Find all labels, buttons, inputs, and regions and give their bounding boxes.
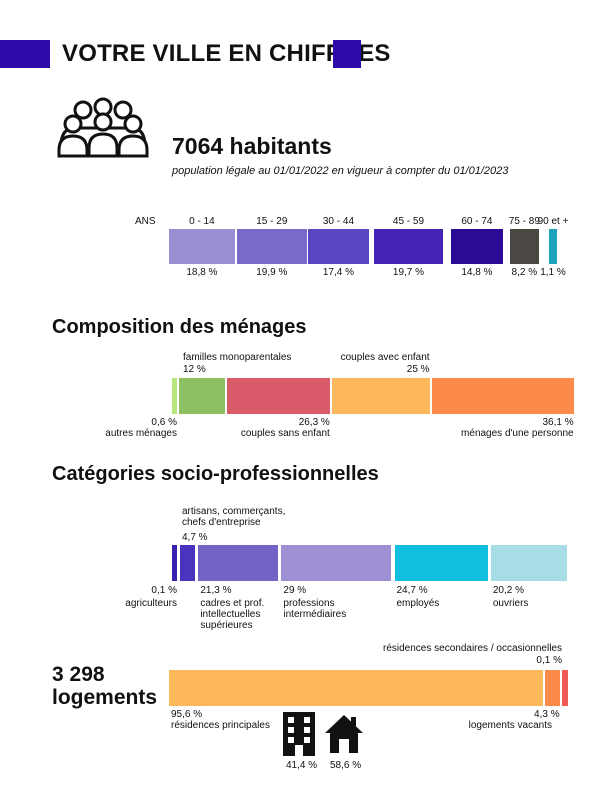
menages-title: Composition des ménages	[52, 316, 307, 338]
csp-value-label: 24,7 %	[396, 585, 428, 596]
stacked-segment	[431, 378, 574, 414]
stacked-segment	[394, 545, 488, 581]
age-value-label: 17,4 %	[322, 267, 355, 278]
stacked-segment	[281, 545, 392, 581]
csp-category-label: agriculteurs	[125, 598, 177, 609]
age-category-label: 30 - 44	[322, 216, 355, 227]
age-value-label: 14,8 %	[461, 267, 493, 278]
menage-value-label: 0,6 %	[151, 417, 177, 428]
menage-category-label: familles monoparentales	[183, 352, 292, 363]
stacked-segment	[180, 545, 196, 581]
people-group-icon	[57, 97, 149, 158]
apartment-building-icon	[283, 712, 315, 756]
age-bar	[169, 229, 235, 264]
header-accent-left	[0, 40, 50, 68]
age-bar	[549, 229, 557, 264]
csp-category-label: employés	[396, 598, 440, 609]
age-category-label: 0 - 14	[189, 216, 215, 227]
csp-value-label: 4,7 %	[182, 532, 208, 543]
age-category-label: 60 - 74	[461, 216, 493, 227]
house-share-label: 58,6 %	[330, 760, 362, 771]
age-category-label: 15 - 29	[256, 216, 288, 227]
logement-category-label: logements vacants	[468, 720, 552, 731]
menage-category-label: ménages d'une personne	[461, 428, 574, 439]
menage-category-label: couples avec enfant	[340, 352, 430, 363]
stacked-segment	[179, 378, 225, 414]
stacked-segment	[172, 378, 177, 414]
stacked-segment	[172, 545, 177, 581]
age-category-label: 75 - 89	[508, 216, 540, 227]
ages-axis-label: ANS	[135, 216, 156, 227]
menage-category-label: autres ménages	[105, 428, 177, 439]
csp-value-label: 20,2 %	[492, 585, 524, 596]
csp-category-label: ouvriers	[492, 598, 529, 609]
logements-count-label: logements	[52, 686, 158, 709]
house-icon	[325, 715, 363, 753]
menage-value-label: 26,3 %	[298, 417, 330, 428]
header-accent-right	[333, 40, 361, 68]
age-value-label: 18,8 %	[186, 267, 218, 278]
csp-category-label: artisans, commerçants, chefs d'entrepris…	[182, 506, 286, 528]
age-bar	[451, 229, 503, 264]
logements-count-number: 3 298	[52, 663, 105, 686]
logement-category-label: résidences secondaires / occasionnelles	[383, 643, 562, 654]
age-value-label: 1,1 %	[540, 267, 566, 278]
stacked-segment	[198, 545, 279, 581]
stacked-segment	[226, 378, 330, 414]
logement-segment	[544, 670, 560, 706]
age-bar	[308, 229, 369, 264]
age-bar	[374, 229, 443, 264]
logement-segment	[169, 670, 543, 706]
csp-category-label: cadres et prof. intellectuelles supérieu…	[200, 598, 265, 631]
age-value-label: 8,2 %	[511, 267, 538, 278]
age-category-label: 90 et +	[537, 216, 569, 227]
population-count: 7064 habitants	[172, 133, 332, 159]
population-subtitle: population légale au 01/01/2022 en vigue…	[172, 165, 509, 177]
logement-value-label: 0,1 %	[536, 655, 562, 666]
age-bar	[237, 229, 307, 264]
age-value-label: 19,9 %	[256, 267, 288, 278]
menage-value-label: 12 %	[183, 364, 206, 375]
logement-value-label: 95,6 %	[171, 709, 203, 720]
age-category-label: 45 - 59	[392, 216, 425, 227]
logements-count: 3 298 logements	[52, 663, 157, 709]
age-value-label: 19,7 %	[392, 267, 425, 278]
age-bar	[510, 229, 539, 264]
csp-value-label: 29 %	[283, 585, 307, 596]
stacked-segment	[331, 378, 430, 414]
menage-value-label: 25 %	[406, 364, 430, 375]
csp-title: Catégories socio-professionnelles	[52, 463, 379, 485]
csp-category-label: professions intermédiaires	[283, 598, 347, 620]
apartment-share-label: 41,4 %	[286, 760, 318, 771]
logement-segment	[561, 670, 568, 706]
menage-value-label: 36,1 %	[542, 417, 574, 428]
stacked-segment	[490, 545, 567, 581]
menage-category-label: couples sans enfant	[240, 428, 330, 439]
logement-value-label: 4,3 %	[534, 709, 560, 720]
logement-category-label: résidences principales	[171, 720, 270, 731]
csp-value-label: 0,1 %	[151, 585, 177, 596]
csp-value-label: 21,3 %	[200, 585, 232, 596]
